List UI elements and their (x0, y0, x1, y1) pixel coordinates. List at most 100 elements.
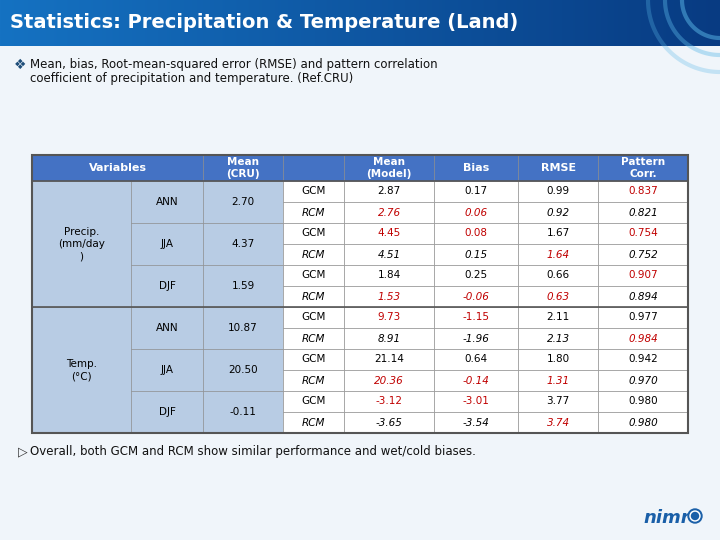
Text: 1.53: 1.53 (377, 292, 400, 301)
Text: 0.66: 0.66 (546, 271, 570, 280)
Bar (344, 328, 434, 349)
Text: 2.11: 2.11 (546, 313, 570, 322)
Circle shape (688, 509, 702, 523)
Bar (518, 307, 598, 328)
Bar (434, 265, 518, 286)
Text: 0.970: 0.970 (628, 375, 658, 386)
Text: -3.65: -3.65 (376, 417, 402, 428)
Bar (283, 412, 344, 433)
Bar (203, 307, 283, 349)
Bar (283, 370, 344, 391)
Bar (283, 223, 344, 244)
Bar (434, 412, 518, 433)
Bar (283, 244, 344, 265)
Text: RCM: RCM (302, 375, 325, 386)
Text: RCM: RCM (302, 292, 325, 301)
Bar (598, 286, 688, 307)
Text: Overall, both GCM and RCM show similar performance and wet/cold biases.: Overall, both GCM and RCM show similar p… (30, 445, 476, 458)
Bar (344, 412, 434, 433)
Text: 4.51: 4.51 (377, 249, 400, 260)
Bar (283, 286, 344, 307)
Bar (283, 265, 344, 286)
Bar (598, 202, 688, 223)
Text: 0.984: 0.984 (628, 334, 658, 343)
Text: GCM: GCM (302, 313, 325, 322)
Text: 0.894: 0.894 (628, 292, 658, 301)
Text: GCM: GCM (302, 186, 325, 197)
Bar (32, 155, 203, 181)
Bar (344, 391, 434, 412)
Bar (32, 307, 131, 433)
Text: -3.01: -3.01 (463, 396, 490, 407)
Bar (598, 223, 688, 244)
Text: 20.50: 20.50 (228, 365, 258, 375)
Bar (598, 412, 688, 433)
Text: -0.06: -0.06 (463, 292, 490, 301)
Text: 2.13: 2.13 (546, 334, 570, 343)
Text: 0.64: 0.64 (464, 354, 487, 364)
Bar (344, 244, 434, 265)
Bar (131, 391, 203, 433)
Bar (598, 370, 688, 391)
Bar (598, 349, 688, 370)
Bar (434, 244, 518, 265)
Text: Bias: Bias (463, 163, 489, 173)
Bar (283, 307, 344, 328)
Bar (434, 181, 518, 202)
Bar (598, 307, 688, 328)
Bar (434, 202, 518, 223)
Text: 0.907: 0.907 (628, 271, 658, 280)
Bar (434, 202, 518, 223)
Text: Variables: Variables (89, 163, 147, 173)
Text: 1.59: 1.59 (232, 281, 255, 291)
Bar (203, 181, 283, 223)
Bar (518, 286, 598, 307)
Text: 1.67: 1.67 (546, 228, 570, 239)
Text: 1.84: 1.84 (377, 271, 400, 280)
Text: 3.77: 3.77 (546, 396, 570, 407)
Bar (344, 349, 434, 370)
Text: 8.91: 8.91 (377, 334, 400, 343)
Circle shape (691, 512, 698, 519)
Bar (344, 181, 434, 202)
Text: 2.76: 2.76 (377, 207, 400, 218)
Bar (518, 181, 598, 202)
Bar (598, 391, 688, 412)
Bar (203, 265, 283, 307)
Bar (518, 349, 598, 370)
Text: GCM: GCM (302, 228, 325, 239)
Text: 0.837: 0.837 (628, 186, 658, 197)
Text: ANN: ANN (156, 197, 179, 207)
Bar (518, 328, 598, 349)
Bar (344, 223, 434, 244)
Bar (434, 349, 518, 370)
Bar (434, 391, 518, 412)
Text: coefficient of precipitation and temperature. (Ref.CRU): coefficient of precipitation and tempera… (30, 72, 354, 85)
Bar (131, 307, 203, 349)
Bar (32, 155, 688, 433)
Text: -1.96: -1.96 (463, 334, 490, 343)
Text: Statistics: Precipitation & Temperature (Land): Statistics: Precipitation & Temperature … (10, 14, 518, 32)
Text: GCM: GCM (302, 354, 325, 364)
Text: 0.980: 0.980 (628, 417, 658, 428)
Bar (518, 155, 598, 181)
Text: ANN: ANN (156, 323, 179, 333)
Bar (283, 391, 344, 412)
Bar (283, 349, 344, 370)
Text: 1.80: 1.80 (546, 354, 570, 364)
Bar (344, 307, 434, 328)
Bar (598, 370, 688, 391)
Text: Pattern
Corr.: Pattern Corr. (621, 157, 665, 179)
Bar (344, 265, 434, 286)
Bar (598, 181, 688, 202)
Text: ▷: ▷ (18, 445, 27, 458)
Bar (518, 202, 598, 223)
Text: -3.54: -3.54 (463, 417, 490, 428)
Bar (518, 412, 598, 433)
Text: 0.17: 0.17 (464, 186, 487, 197)
Text: ❖: ❖ (14, 58, 27, 72)
Bar (344, 223, 434, 244)
Bar (598, 412, 688, 433)
Bar (434, 412, 518, 433)
Bar (598, 307, 688, 328)
